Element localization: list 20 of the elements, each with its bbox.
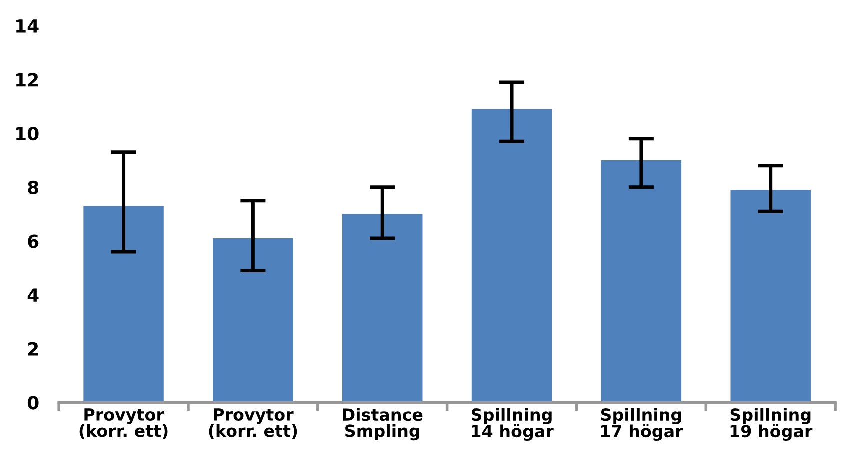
x-tick-label: Distance Smpling (343, 408, 423, 441)
y-tick-label: 2 (28, 342, 38, 356)
bar (84, 206, 164, 403)
bar (213, 238, 294, 403)
x-tick-label: Spillning 17 högar (601, 408, 684, 442)
y-tick-label: 8 (28, 180, 39, 195)
x-tick-label: Spillning 19 högar (730, 408, 813, 442)
bar (342, 214, 423, 403)
y-tick-label: 14 (16, 20, 39, 33)
bar (472, 109, 552, 403)
bar (601, 160, 682, 403)
x-tick-label: Provytor (korr. ett) (80, 408, 168, 440)
x-tick-label: Spillning 14 högar (472, 408, 554, 442)
bar (730, 190, 811, 403)
y-tick-label: 10 (16, 127, 39, 141)
y-tick-label: 12 (16, 73, 38, 87)
y-tick-label: 0 (28, 396, 39, 410)
x-tick-label: Provytor (korr. ett) (209, 408, 298, 440)
y-tick-label: 6 (28, 234, 39, 248)
y-tick-label: 4 (28, 288, 39, 302)
